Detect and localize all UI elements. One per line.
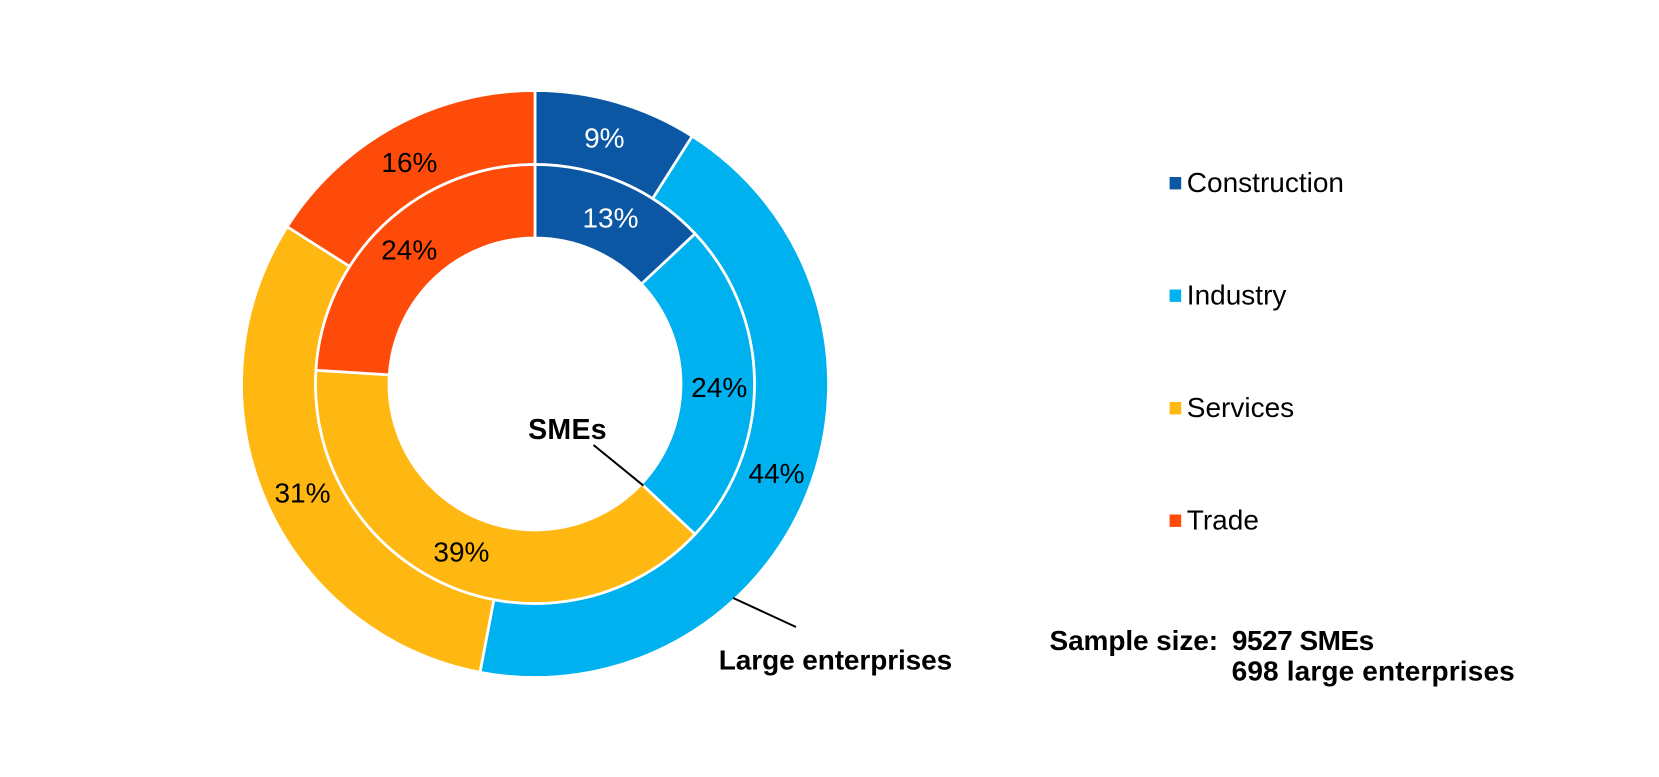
svg-text:44%: 44%	[748, 458, 804, 489]
svg-text:Services: Services	[1187, 392, 1294, 423]
svg-text:31%: 31%	[274, 478, 330, 509]
svg-text:13%: 13%	[582, 203, 638, 234]
svg-text:24%: 24%	[381, 235, 437, 266]
svg-text:Trade: Trade	[1187, 505, 1259, 536]
svg-text:SMEs: SMEs	[528, 414, 607, 446]
svg-text:39%: 39%	[433, 537, 489, 568]
svg-text:698 large enterprises: 698 large enterprises	[1232, 656, 1515, 687]
svg-text:9%: 9%	[584, 123, 624, 154]
svg-text:Sample size:: Sample size:	[1050, 625, 1218, 656]
svg-text:Large enterprises: Large enterprises	[719, 645, 952, 676]
svg-text:Construction: Construction	[1187, 167, 1344, 198]
svg-text:24%: 24%	[691, 372, 747, 403]
svg-text:16%: 16%	[381, 147, 437, 178]
svg-text:Industry: Industry	[1187, 280, 1287, 311]
svg-text:9527 SMEs: 9527 SMEs	[1232, 625, 1374, 656]
